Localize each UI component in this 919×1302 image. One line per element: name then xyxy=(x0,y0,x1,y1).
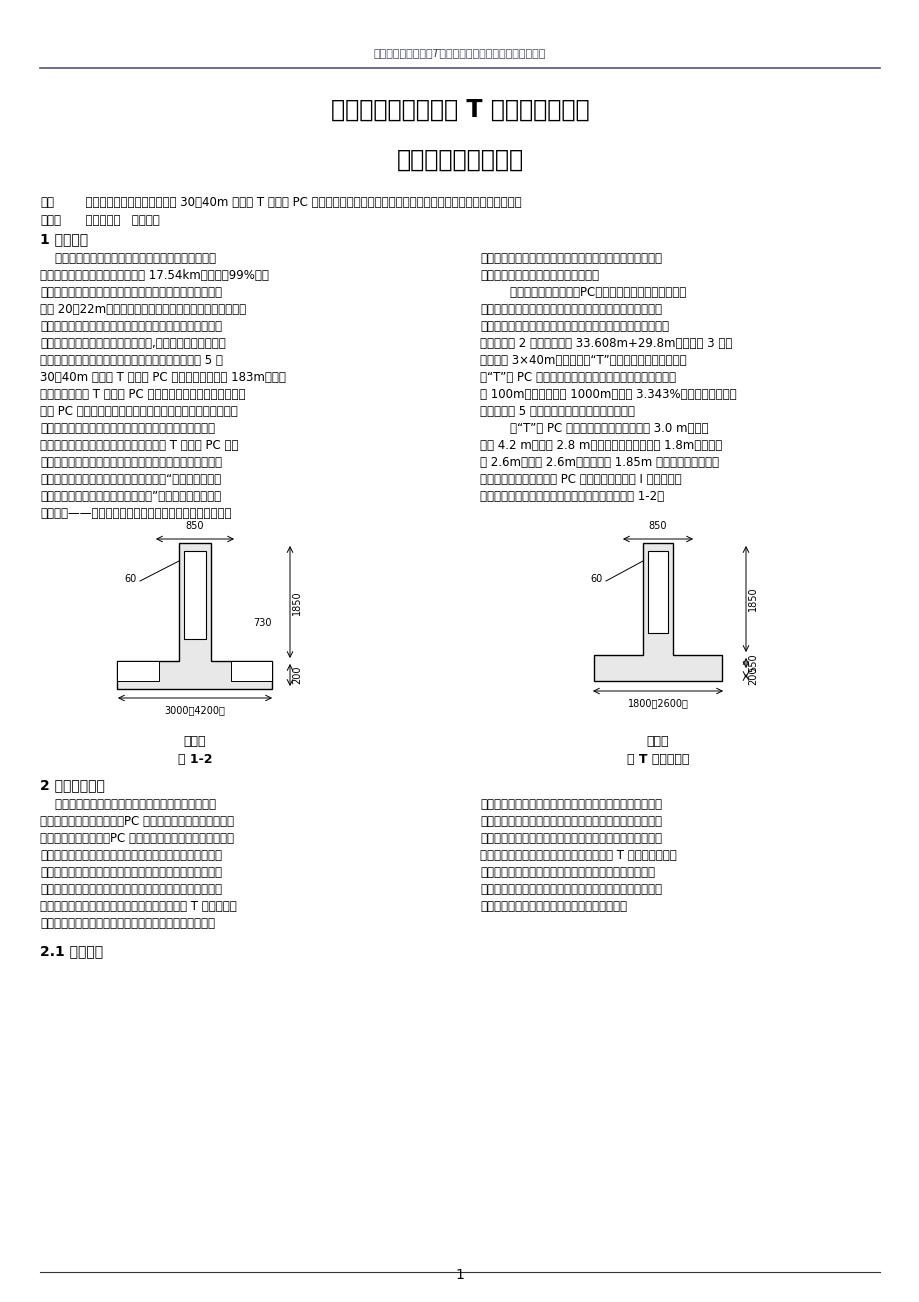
Polygon shape xyxy=(231,661,272,681)
Text: 为减轻梂自重，出段线梂体翼板部分挖空。（见图 1-2）: 为减轻梂自重，出段线梂体翼板部分挖空。（见图 1-2） xyxy=(480,490,664,503)
Text: 摘要: 摘要 xyxy=(40,197,54,210)
Text: 和综合单价分析报告: 和综合单价分析报告 xyxy=(396,148,523,172)
Text: 3000（4200）: 3000（4200） xyxy=(165,704,225,715)
Text: 至大渡口区锄铁基地新山村，全长 17.54km。其中，99%的轨: 至大渡口区锄铁基地新山村，全长 17.54km。其中，99%的轨 xyxy=(40,270,268,283)
Text: 重庆轻轨工程大跨倒T梁补充定额测定和综合单价分析报告: 重庆轻轨工程大跨倒T梁补充定额测定和综合单价分析报告 xyxy=(373,48,546,59)
Text: 梁的现场制作均缺乏经验，在梁体施工前，中铁三局集团公: 梁的现场制作均缺乏经验，在梁体施工前，中铁三局集团公 xyxy=(40,456,221,469)
Text: 带，干扰大，作业面狭窄，环保要求高，这些给施工带来了: 带，干扰大，作业面狭窄，环保要求高，这些给施工带来了 xyxy=(480,798,662,811)
Text: 要在制造过程中按线路设计形成轨道线形，故对梂体施工在: 要在制造过程中按线路设计形成轨道线形，故对梂体施工在 xyxy=(40,849,221,862)
Text: 跨度组合 3×40m。梂体呈倒“T”型设计，因此又称为大跨: 跨度组合 3×40m。梂体呈倒“T”型设计，因此又称为大跨 xyxy=(480,354,686,367)
Text: 重庆轻轨较新线为克服钉梁造价昂贵,运营后维修费用较高，: 重庆轻轨较新线为克服钉梁造价昂贵,运营后维修费用较高， xyxy=(40,337,225,350)
Text: 筋混凝土轨道弯梁现场制造综合技术”课题的科技攻关组，: 筋混凝土轨道弯梁现场制造综合技术”课题的科技攻关组， xyxy=(40,490,221,503)
Text: 预制 PC 轨道梁的要求和标准，而且还应具有良好的耐久性。: 预制 PC 轨道梁的要求和标准，而且还应具有良好的耐久性。 xyxy=(40,405,237,418)
Text: 浇段）。大跨倒 T 型现浇 PC 轨道梁的使用和施工不仅要满足: 浇段）。大跨倒 T 型现浇 PC 轨道梁的使用和施工不仅要满足 xyxy=(40,388,245,401)
Text: 该项目跨越长江二桥北引道桥和毛线沟转盘为交通枢纽地: 该项目跨越长江二桥北引道桥和毛线沟转盘为交通枢纽地 xyxy=(40,917,215,930)
Text: 凝土轨道弯梂现场制造施工工艺研究。: 凝土轨道弯梂现场制造施工工艺研究。 xyxy=(480,270,598,283)
Text: 底宽 4.2 m，梂高 2.8 m；入段线梂体跨中底宽 1.8m，端部底: 底宽 4.2 m，梂高 2.8 m；入段线梂体跨中底宽 1.8m，端部底 xyxy=(480,439,721,452)
Text: 图 1-2: 图 1-2 xyxy=(177,753,212,766)
Text: 噪音大等缺点，在跨越长江二桥北引道桥地段采用了 5 跨: 噪音大等缺点，在跨越长江二桥北引道桥地段采用了 5 跨 xyxy=(40,354,222,367)
Text: 辆走行需要，采用与标准 PC 轨道梂相同的空心 I 字型截面，: 辆走行需要，采用与标准 PC 轨道梂相同的空心 I 字型截面， xyxy=(480,473,681,486)
Polygon shape xyxy=(118,543,272,689)
Text: 重庆轻轨工程大跨倒 T 梁补充定额测定: 重庆轻轨工程大跨倒 T 梁补充定额测定 xyxy=(330,98,589,122)
Text: 重庆轻轨较新线一期工程是我国首次采用的跨坐式单: 重庆轻轨较新线一期工程是我国首次采用的跨坐式单 xyxy=(40,798,216,811)
Text: 相当的难度。鲉于该篇目前公路、市政和铁路工程的计价依: 相当的难度。鲉于该篇目前公路、市政和铁路工程的计价依 xyxy=(480,815,662,828)
Text: 850: 850 xyxy=(648,521,666,531)
Text: 经验可循，设计、施工、监理对于大跨倒 T 型现浇 PC 轨道: 经验可循，设计、施工、监理对于大跨倒 T 型现浇 PC 轨道 xyxy=(40,439,238,452)
Text: 线形、标高、平整度、内外模制作、安装、钉筋制作安装及: 线形、标高、平整度、内外模制作、安装、钉筋制作安装及 xyxy=(40,866,221,879)
Text: 2.1 编制依据: 2.1 编制依据 xyxy=(40,944,103,958)
Text: 司联合铁道部科学研究院共同成立了研究“高精度预应力钉: 司联合铁道部科学研究院共同成立了研究“高精度预应力钉 xyxy=(40,473,221,486)
Text: 倒 T 梁横截面图: 倒 T 梁横截面图 xyxy=(626,753,688,766)
Text: 1850: 1850 xyxy=(291,591,301,616)
Text: 方法，从搦设支架、轨道梂混凝土浇筑至预应力钉绞线张拉: 方法，从搦设支架、轨道梂混凝土浇筑至预应力钉绞线张拉 xyxy=(480,883,662,896)
Text: 已使用跨坐式轻轨的国家在跨度较大的地段采用钉梁过渡。: 已使用跨坐式轻轨的国家在跨度较大的地段采用钉梁过渡。 xyxy=(40,320,221,333)
Text: 盖施工各项内容，也不能充实地反映轻轨倒 T 梂的综合单价，: 盖施工各项内容，也不能充实地反映轻轨倒 T 梂的综合单价， xyxy=(480,849,676,862)
Text: 据来确定该项目的造价，其定额缺项漏项较多，不能全面涵: 据来确定该项目的造价，其定额缺项漏项较多，不能全面涵 xyxy=(480,832,662,845)
Text: 1800（2600）: 1800（2600） xyxy=(627,698,687,708)
Text: 跨度 20～22m。为了解决城市复杂地段车辆的运行问题，在: 跨度 20～22m。为了解决城市复杂地段车辆的运行问题，在 xyxy=(40,303,246,316)
Text: 车运行的轨道。因此，PC 轨道梂既要满足结构承载要求，又: 车运行的轨道。因此，PC 轨道梂既要满足结构承载要求，又 xyxy=(40,832,233,845)
Text: 委、重庆市建委签定了科研攻关合同，进行高精度预应力混: 委、重庆市建委签定了科研攻关合同，进行高精度预应力混 xyxy=(480,253,662,266)
Polygon shape xyxy=(184,551,206,639)
Text: 径 100m，糭曲线半径 1000m，纵坡 3.343%，无缓和曲线，无: 径 100m，糭曲线半径 1000m，纵坡 3.343%，无缓和曲线，无 xyxy=(480,388,736,401)
Text: 入段线: 入段线 xyxy=(646,736,668,749)
Text: 等全部工程细目，进行预算定额的测定与编制。: 等全部工程细目，进行预算定额的测定与编制。 xyxy=(480,900,627,913)
Text: 60: 60 xyxy=(590,574,602,585)
Text: 200: 200 xyxy=(291,665,301,685)
Text: 道梁采用现场集中预制、架桥机架设的方案进行施工，常用: 道梁采用现场集中预制、架桥机架设的方案进行施工，常用 xyxy=(40,286,221,299)
Text: 江二桥北引道桥，与既有构筑物形成三层空间立体交叉结构。: 江二桥北引道桥，与既有构筑物形成三层空间立体交叉结构。 xyxy=(480,320,668,333)
Text: 60: 60 xyxy=(125,574,137,585)
Text: 由于在国内外没有类似结构及现场制造精度控制等方面的: 由于在国内外没有类似结构及现场制造精度控制等方面的 xyxy=(40,422,215,435)
Text: 其中入段线 2 跨，跨度组合 33.608m+29.8m；出段线 3 跨，: 其中入段线 2 跨，跨度组合 33.608m+29.8m；出段线 3 跨， xyxy=(480,337,732,350)
Text: 重庆轻轨较新线一期工程东起市区商业中心较场口西: 重庆轻轨较新线一期工程东起市区商业中心较场口西 xyxy=(40,253,216,266)
Text: 1: 1 xyxy=(455,1268,464,1282)
Text: 高精度施工   现场测定: 高精度施工 现场测定 xyxy=(78,214,160,227)
Text: 2 补充定额测定: 2 补充定额测定 xyxy=(40,779,105,792)
Text: 宽 2.6m，梂高 2.6m。梂体腹板 1.85m 高范围为适应单轨车: 宽 2.6m，梂高 2.6m。梂体腹板 1.85m 高范围为适应单轨车 xyxy=(480,456,719,469)
Text: 550: 550 xyxy=(747,654,757,672)
Text: 出段线: 出段线 xyxy=(184,736,206,749)
Text: 倒“T”型 PC 轨道梂出段线梂体跨中底宽 3.0 m，端部: 倒“T”型 PC 轨道梂出段线梂体跨中底宽 3.0 m，端部 xyxy=(480,422,708,435)
Polygon shape xyxy=(594,543,721,681)
Text: 1 工程概况: 1 工程概况 xyxy=(40,232,88,246)
Text: 倒“T”型 PC 轨道梂。梂体呈空间曲线线形设计，平曲线半: 倒“T”型 PC 轨道梂。梂体呈空间曲线线形设计，平曲线半 xyxy=(480,371,675,384)
Text: 预应力施工等方面的精度及内在质量要求极高（与公路、铁: 预应力施工等方面的精度及内在质量要求极高（与公路、铁 xyxy=(40,883,221,896)
Text: 并在业主——重庆市轨道交通总公司的组织下，与重庆市科: 并在业主——重庆市轨道交通总公司的组织下，与重庆市科 xyxy=(40,506,232,519)
Polygon shape xyxy=(118,661,159,681)
Text: 30～40m 大跨倒 T 型现浇 PC 轨道梁，总长度为 183m（含现: 30～40m 大跨倒 T 型现浇 PC 轨道梁，总长度为 183m（含现 xyxy=(40,371,286,384)
Text: 横向超高。 5 跨梂均为后张全预应力砂简支梂。: 横向超高。 5 跨梂均为后张全预应力砂简支梂。 xyxy=(480,405,634,418)
Text: 故据施工实际情况，按照编制公路工程预算定额的原则和: 故据施工实际情况，按照编制公路工程预算定额的原则和 xyxy=(480,866,654,879)
Text: 关键词: 关键词 xyxy=(40,214,61,227)
Text: 高精度预应力混凝土（PC）轨道弯梂位于大堰村车辆段: 高精度预应力混凝土（PC）轨道弯梂位于大堰村车辆段 xyxy=(480,286,686,299)
Text: 730: 730 xyxy=(253,618,271,628)
Text: 轨交通系统。在该系统中，PC 轨道梂既是承重的梂，又是列: 轨交通系统。在该系统中，PC 轨道梂既是承重的梂，又是列 xyxy=(40,815,233,828)
Text: 简述了跨坐式单轨交通系统中 30～40m 大跨倒 T 型现浇 PC 轨道梁的现场制造工艺过程及相关补充定额测定和综合单价分析成果: 简述了跨坐式单轨交通系统中 30～40m 大跨倒 T 型现浇 PC 轨道梁的现场… xyxy=(78,197,521,210)
Text: 200: 200 xyxy=(747,667,757,685)
Text: 及综合基地的出入段线上，斜跨杨家坪毛线沟公路转盘及长: 及综合基地的出入段线上，斜跨杨家坪毛线沟公路转盘及长 xyxy=(480,303,662,316)
Polygon shape xyxy=(647,551,667,633)
Text: 1850: 1850 xyxy=(747,587,757,612)
Text: 850: 850 xyxy=(186,521,204,531)
Text: 路桥梂施工精度相比），施工工艺有别于普通的 T 梂。加之，: 路桥梂施工精度相比），施工工艺有别于普通的 T 梂。加之， xyxy=(40,900,236,913)
